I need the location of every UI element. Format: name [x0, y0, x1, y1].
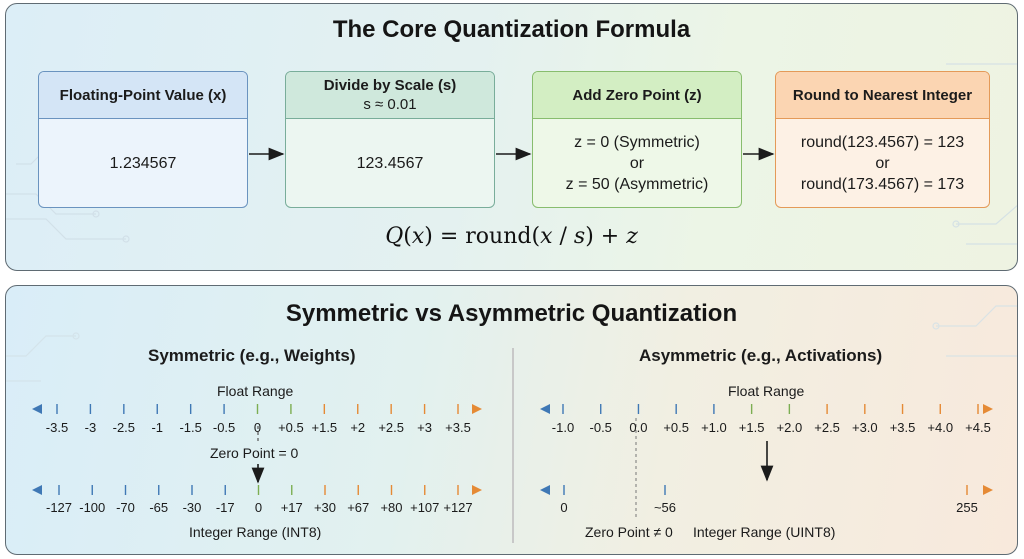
- axis-arrowhead-right: [983, 485, 993, 495]
- tick-label: 0: [254, 500, 263, 515]
- step-title: Divide by Scale (s): [323, 77, 457, 94]
- step-body: 123.4567: [286, 119, 494, 207]
- flow-arrows: [249, 147, 775, 161]
- step-value: 1.234567: [109, 154, 177, 172]
- panel-title: The Core Quantization Formula: [332, 16, 691, 43]
- axis-arrowhead-right: [983, 404, 993, 414]
- step-header: Floating-Point Value (x): [39, 72, 247, 119]
- asymmetric-title: Asymmetric (e.g., Activations): [639, 346, 883, 365]
- step-title: Floating-Point Value (x): [59, 86, 227, 104]
- step-value: 123.4567: [356, 154, 424, 172]
- tick-label: +0.5: [278, 420, 304, 435]
- tick-label: 0: [253, 420, 262, 435]
- step-round-box: Round to Nearest Integer round(123.4567)…: [775, 71, 990, 208]
- tick-label: +2: [350, 420, 366, 435]
- tick-label: +30: [313, 500, 337, 515]
- tick-label: +1.5: [311, 420, 338, 435]
- tick-label: -100: [79, 500, 106, 515]
- symmetric-title: Symmetric (e.g., Weights): [148, 346, 356, 365]
- tick-label: -3.5: [45, 420, 69, 435]
- quantization-formula: Q(x) = round(x / s) + z: [385, 224, 638, 249]
- tick-label: 0: [560, 500, 568, 515]
- step-header: Add Zero Point (z): [533, 72, 741, 119]
- tick-label: ~56: [653, 500, 677, 515]
- tick-label: +80: [380, 500, 403, 515]
- step-title: Round to Nearest Integer: [792, 86, 973, 104]
- step-add-zero-point-box: Add Zero Point (z) z = 0 (Symmetric) or …: [532, 71, 742, 208]
- tick-label: -3: [84, 420, 97, 435]
- asymmetric-float-range-label: Float Range: [728, 383, 805, 399]
- axis-arrowhead-right: [472, 404, 482, 414]
- step-title: Add Zero Point (z): [572, 86, 702, 104]
- tick-label: +2.5: [814, 420, 840, 435]
- asymmetric-zero-point-label: Zero Point ≠ 0: [585, 524, 673, 540]
- tick-label: +4.5: [965, 420, 991, 435]
- tick-label: +3.5: [889, 420, 916, 435]
- asymmetric-integer-range-label: Integer Range (UINT8): [693, 524, 836, 540]
- tick-label: -1: [151, 420, 164, 435]
- tick-label: +1.5: [738, 420, 765, 435]
- tick-label: +67: [347, 500, 370, 515]
- number-lines: [32, 404, 993, 518]
- step-line: or: [629, 154, 645, 172]
- tick-label: -1.5: [179, 420, 202, 435]
- symmetric-float-range-label: Float Range: [217, 383, 294, 399]
- axis-arrowhead-left: [32, 485, 42, 495]
- tick-label: +3.0: [851, 420, 878, 435]
- tick-label: -0.5: [589, 420, 612, 435]
- step-line: z = 50 (Asymmetric): [565, 175, 709, 193]
- tick-label: +0.5: [663, 420, 690, 435]
- tick-label: +4.0: [927, 420, 954, 435]
- step-header: Divide by Scale (s) s ≈ 0.01: [286, 72, 494, 119]
- tick-label: -2.5: [112, 420, 136, 435]
- step-floating-point-box: Floating-Point Value (x) 1.234567: [38, 71, 248, 208]
- step-subtitle: s ≈ 0.01: [363, 96, 417, 113]
- divider: [512, 348, 514, 543]
- axis-arrowhead-left: [540, 404, 550, 414]
- tick-label: +1.0: [701, 420, 727, 435]
- tick-label: -65: [149, 500, 169, 515]
- tick-label: -30: [182, 500, 202, 515]
- step-body: round(123.4567) = 123 or round(173.4567)…: [776, 119, 989, 207]
- tick-label: +107: [410, 500, 440, 515]
- tick-label: -127: [45, 500, 73, 515]
- step-line: round(123.4567) = 123: [800, 133, 965, 151]
- tick-label: -1.0: [551, 420, 575, 435]
- symmetric-vs-asymmetric-panel: Symmetric vs Asymmetric Quantization Sym…: [5, 285, 1018, 555]
- tick-label: 255: [956, 500, 978, 515]
- symmetric-integer-range-label: Integer Range (INT8): [189, 524, 322, 540]
- tick-label: +2.0: [776, 420, 803, 435]
- axis-arrowhead-left: [32, 404, 42, 414]
- step-line: round(173.4567) = 173: [800, 175, 965, 193]
- core-formula-panel: The Core Quantization Formula Floating-P…: [5, 3, 1018, 271]
- step-header: Round to Nearest Integer: [776, 72, 989, 119]
- axis-arrowhead-right: [472, 485, 482, 495]
- step-line: z = 0 (Symmetric): [574, 133, 700, 151]
- symmetric-zero-point-label: Zero Point = 0: [210, 445, 299, 461]
- tick-label: -17: [215, 500, 235, 515]
- axis-arrowhead-left: [540, 485, 550, 495]
- tick-label: 0.0: [629, 420, 648, 435]
- tick-label: +17: [280, 500, 303, 515]
- step-line: or: [875, 154, 890, 172]
- tick-label: -70: [116, 500, 135, 515]
- tick-label: +2.5: [378, 420, 404, 435]
- tick-label: +3.5: [445, 420, 471, 435]
- step-body: z = 0 (Symmetric) or z = 50 (Asymmetric): [533, 119, 741, 207]
- panel-title: Symmetric vs Asymmetric Quantization: [285, 300, 738, 327]
- tick-label: +127: [443, 500, 473, 515]
- step-body: 1.234567: [39, 119, 247, 207]
- tick-label: +3: [417, 420, 432, 435]
- step-divide-scale-box: Divide by Scale (s) s ≈ 0.01 123.4567: [285, 71, 495, 208]
- tick-label: -0.5: [212, 420, 236, 435]
